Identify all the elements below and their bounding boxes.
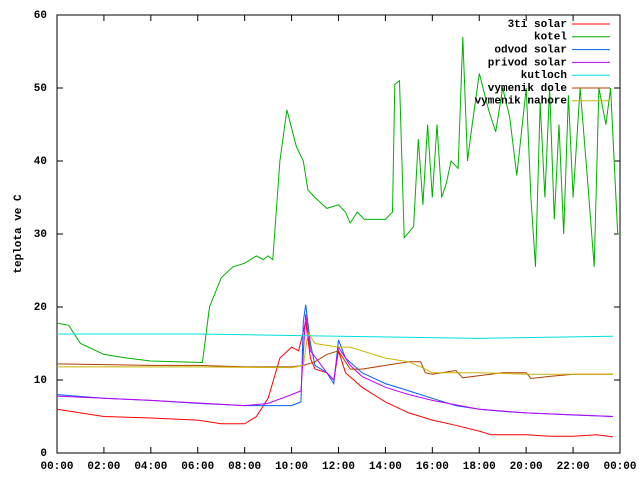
legend-label: odvod solar [494,45,567,57]
x-tick-label: 06:00 [181,461,214,473]
x-tick-label: 22:00 [557,461,590,473]
y-tick-label: 40 [34,156,47,168]
x-tick-label: 16:00 [416,461,449,473]
y-tick-label: 0 [40,448,47,460]
x-tick-label: 20:00 [510,461,543,473]
x-tick-label: 18:00 [463,461,496,473]
x-tick-label: 12:00 [322,461,355,473]
x-tick-label: 10:00 [275,461,308,473]
y-tick-label: 60 [34,10,47,22]
legend-label: kutloch [521,70,567,82]
y-tick-label: 50 [34,83,47,95]
y-tick-label: 30 [34,229,47,241]
series-line [56,314,614,417]
x-tick-label: 04:00 [134,461,167,473]
y-tick-label: 10 [34,375,47,387]
x-tick-label: 02:00 [87,461,120,473]
legend-label: vymenik nahore [475,96,568,108]
y-tick-label: 20 [34,302,47,314]
series-line [56,321,614,438]
legend-label: privod solar [488,57,567,69]
y-axis-label: teplota ve C [13,194,25,274]
series-line [57,331,613,375]
x-tick-label: 00:00 [40,461,73,473]
legend-label: 3ti solar [508,19,567,31]
series-line [56,36,620,364]
x-tick-label: 00:00 [603,461,636,473]
x-tick-label: 14:00 [369,461,402,473]
legend-label: vymenik dole [488,83,568,95]
series-line [57,333,614,339]
legend-label: kotel [534,32,567,44]
x-tick-label: 08:00 [228,461,261,473]
